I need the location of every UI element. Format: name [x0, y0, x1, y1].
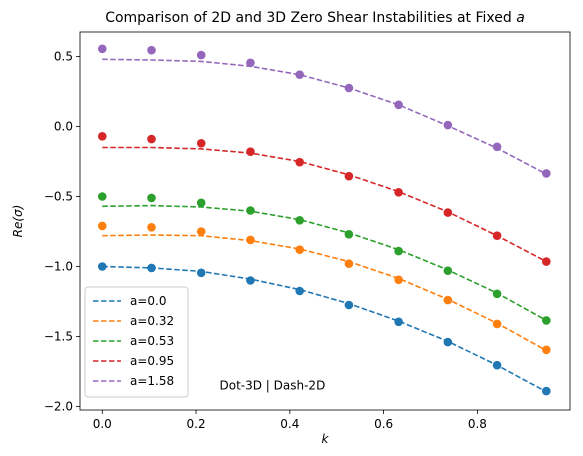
data-point-3d	[344, 300, 354, 310]
data-point-3d	[542, 169, 551, 178]
x-tick-label: 0.4	[280, 417, 299, 431]
x-tick-label: 0.6	[374, 417, 393, 431]
data-point-3d	[542, 345, 551, 355]
legend-label: a=0.32	[130, 314, 174, 328]
data-point-3d	[246, 276, 255, 285]
plot-area	[97, 44, 551, 396]
data-point-3d	[443, 266, 453, 276]
data-point-3d	[97, 262, 107, 271]
data-point-3d	[443, 295, 453, 305]
chart-annotation: Dot-3D | Dash-2D	[219, 379, 325, 393]
legend-label: a=0.95	[130, 354, 174, 368]
data-point-3d	[196, 139, 206, 148]
data-point-3d	[196, 227, 206, 236]
legend-label: a=1.58	[130, 374, 174, 388]
data-point-3d	[295, 245, 304, 254]
axes-frame	[79, 31, 571, 411]
legend: a=0.0 a=0.32 a=0.53 a=0.95 a=1.58	[84, 286, 189, 398]
data-point-3d	[97, 221, 107, 231]
data-point-3d	[246, 235, 255, 245]
chart-title-text: Comparison of 2D and 3D Zero Shear Insta…	[105, 10, 516, 26]
axis-ticks: 0.0 0.2 0.4 0.6 0.8 −2.0 −1.5 −1.0 −0.5 0.0 0.5	[44, 50, 487, 432]
data-point-3d	[97, 192, 107, 201]
data-point-3d	[492, 360, 502, 370]
y-axis-label: Re(σ)	[11, 205, 25, 238]
series-line-2d	[102, 204, 547, 322]
data-point-3d	[344, 230, 354, 239]
data-point-3d	[147, 223, 156, 232]
data-point-3d	[542, 316, 551, 325]
data-point-3d	[147, 193, 156, 203]
data-point-3d	[246, 206, 255, 215]
data-point-3d	[443, 120, 453, 130]
data-point-3d	[344, 83, 354, 93]
data-point-3d	[97, 132, 107, 141]
series-line-2d	[102, 58, 547, 175]
data-point-3d	[492, 142, 502, 152]
data-point-3d	[492, 319, 502, 329]
data-point-3d	[147, 263, 156, 273]
chart-title: Comparison of 2D and 3D Zero Shear Insta…	[105, 10, 525, 26]
data-point-3d	[295, 157, 304, 167]
data-point-3d	[394, 188, 403, 197]
series-line-2d	[102, 265, 547, 393]
data-point-3d	[492, 289, 502, 299]
data-point-3d	[443, 208, 453, 217]
data-point-3d	[542, 257, 551, 266]
data-point-3d	[542, 386, 551, 396]
y-tick-label: −2.0	[44, 400, 73, 414]
y-tick-label: −0.5	[44, 190, 73, 204]
data-point-3d	[394, 275, 403, 285]
data-point-3d	[246, 147, 255, 156]
data-point-3d	[196, 50, 206, 60]
data-point-3d	[295, 216, 304, 225]
legend-label: a=0.0	[130, 294, 167, 308]
data-point-3d	[196, 198, 206, 208]
legend-box	[84, 286, 189, 398]
data-point-3d	[196, 268, 206, 278]
data-point-3d	[97, 44, 107, 54]
legend-label: a=0.53	[130, 334, 174, 348]
data-point-3d	[295, 70, 304, 79]
y-tick-label: −1.0	[44, 260, 73, 274]
series-line-2d	[102, 234, 547, 352]
y-tick-label: −1.5	[44, 330, 73, 344]
data-point-3d	[492, 231, 502, 240]
y-tick-label: 0.5	[54, 50, 73, 64]
data-point-3d	[344, 259, 354, 269]
x-tick-label: 0.2	[187, 417, 206, 431]
data-point-3d	[394, 246, 403, 256]
data-point-3d	[394, 100, 403, 110]
data-point-3d	[295, 286, 304, 296]
data-point-3d	[246, 58, 255, 68]
data-point-3d	[443, 337, 453, 347]
data-point-3d	[147, 134, 156, 144]
y-tick-label: 0.0	[54, 120, 73, 134]
series-line-2d	[102, 146, 547, 263]
data-point-3d	[394, 317, 403, 327]
data-point-3d	[344, 171, 354, 181]
chart-title-symbol: a	[516, 10, 525, 26]
x-axis-label: k	[322, 432, 330, 446]
x-tick-label: 0.0	[93, 417, 112, 431]
x-tick-label: 0.8	[468, 417, 487, 431]
data-point-3d	[147, 45, 156, 55]
